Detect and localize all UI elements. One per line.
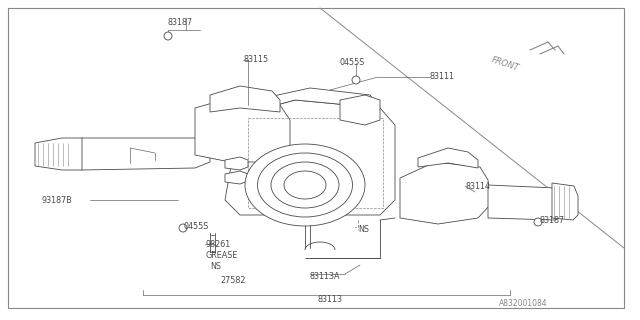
Text: 27582: 27582	[220, 276, 246, 285]
Polygon shape	[418, 148, 478, 168]
Polygon shape	[62, 138, 210, 170]
Ellipse shape	[257, 153, 353, 217]
Polygon shape	[225, 171, 248, 184]
Polygon shape	[210, 86, 280, 112]
Circle shape	[352, 76, 360, 84]
Text: 0455S: 0455S	[183, 222, 209, 231]
Circle shape	[534, 218, 542, 226]
Text: 0455S: 0455S	[340, 58, 365, 67]
Text: A832001084: A832001084	[499, 299, 548, 308]
Circle shape	[179, 224, 187, 232]
Text: 93187B: 93187B	[42, 196, 73, 205]
Text: GREASE: GREASE	[205, 251, 237, 260]
Polygon shape	[400, 162, 490, 224]
Text: NS: NS	[358, 225, 369, 234]
Ellipse shape	[271, 162, 339, 208]
Text: 98261: 98261	[205, 240, 230, 249]
Ellipse shape	[245, 144, 365, 226]
Bar	[248, 118, 383, 208]
Text: 83111: 83111	[430, 72, 455, 81]
Text: NS: NS	[210, 262, 221, 271]
Polygon shape	[225, 100, 395, 215]
Polygon shape	[340, 95, 380, 125]
Ellipse shape	[284, 171, 326, 199]
Circle shape	[164, 32, 172, 40]
Polygon shape	[225, 157, 248, 170]
Polygon shape	[240, 88, 380, 115]
Polygon shape	[488, 185, 562, 220]
Polygon shape	[552, 183, 578, 220]
Text: 83113A: 83113A	[310, 272, 340, 281]
Text: 83114: 83114	[465, 182, 490, 191]
Polygon shape	[195, 98, 290, 162]
Text: 83187: 83187	[167, 18, 192, 27]
Text: 83113: 83113	[317, 295, 342, 304]
Text: 83115: 83115	[243, 55, 268, 64]
Polygon shape	[35, 138, 82, 170]
Text: 83187: 83187	[540, 216, 565, 225]
Text: FRONT: FRONT	[490, 55, 520, 72]
